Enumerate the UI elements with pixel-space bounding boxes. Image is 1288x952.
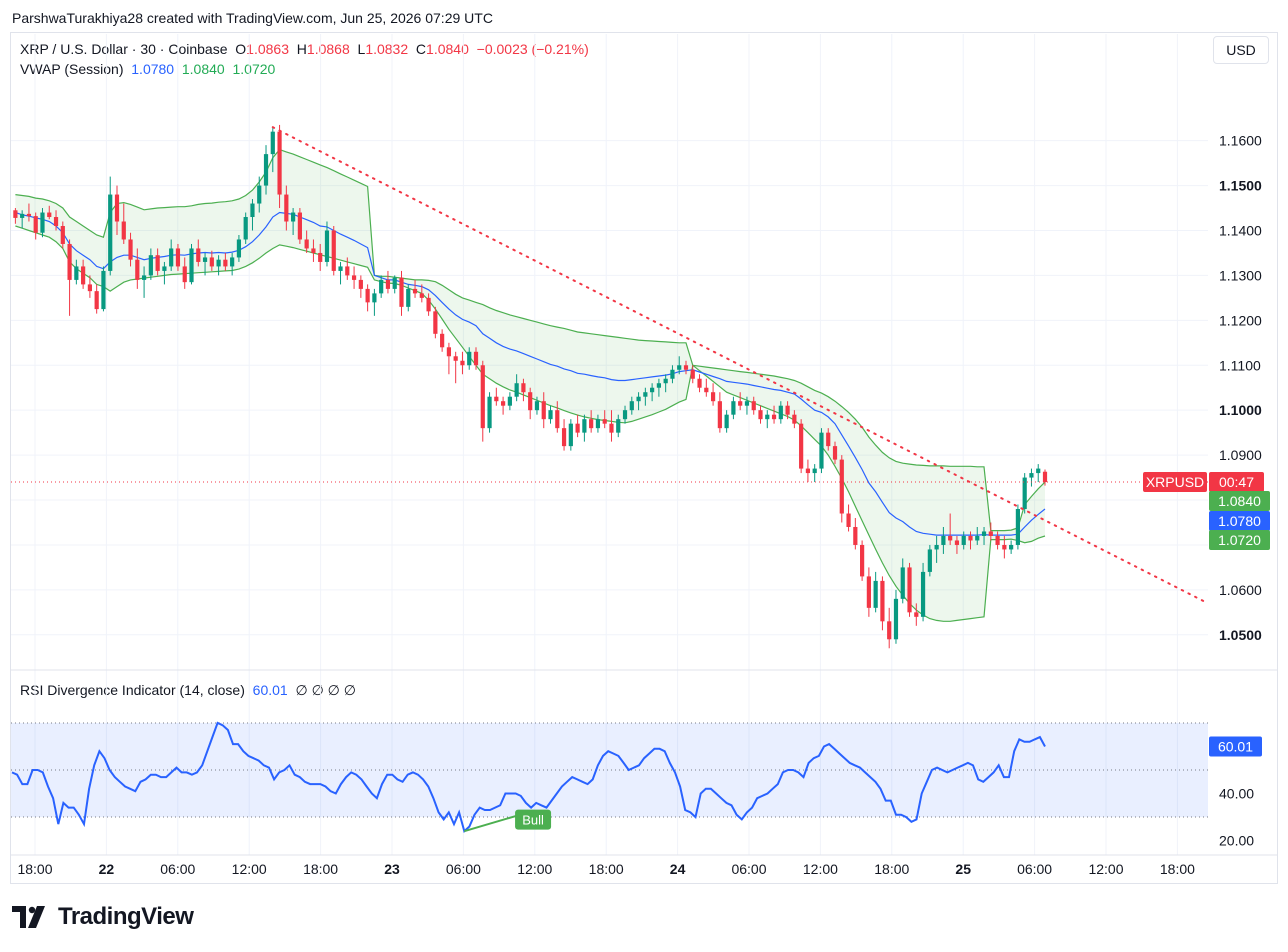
open-value: 1.0863 [246, 41, 289, 57]
close-label: C [415, 41, 427, 57]
vwap-value: 1.0780 [131, 61, 175, 77]
tradingview-logo[interactable]: TradingView [12, 903, 194, 931]
rsi-legend-value: 60.01 [252, 682, 288, 698]
tradingview-logo-icon [12, 906, 45, 928]
rsi-empty-values: ∅ ∅ ∅ ∅ [295, 682, 356, 698]
currency-button[interactable]: USD [1213, 36, 1269, 64]
symbol-legend[interactable]: XRP / U.S. Dollar · 30 · Coinbase O1.086… [20, 41, 589, 57]
symbol-name[interactable]: XRP / U.S. Dollar · 30 · Coinbase [20, 41, 228, 57]
vwap-upper-value: 1.0840 [181, 61, 225, 77]
logo-text: TradingView [58, 903, 194, 930]
high-value: 1.0868 [306, 41, 350, 57]
vwap-lower-value: 1.0720 [232, 61, 276, 77]
low-label: L [357, 41, 366, 57]
vwap-name[interactable]: VWAP (Session) [20, 61, 124, 77]
vwap-legend[interactable]: VWAP (Session) 1.0780 1.0840 1.0720 [20, 61, 275, 77]
open-label: O [235, 41, 247, 57]
price-change: −0.0023 (−0.21%) [476, 41, 589, 57]
low-value: 1.0832 [365, 41, 409, 57]
rsi-legend[interactable]: RSI Divergence Indicator (14, close) 60.… [20, 682, 356, 699]
rsi-name[interactable]: RSI Divergence Indicator (14, close) [20, 682, 245, 698]
high-label: H [296, 41, 307, 57]
close-value: 1.0840 [426, 41, 469, 57]
chart-credit: ParshwaTurakhiya28 created with TradingV… [12, 10, 493, 26]
chart-frame [10, 32, 1278, 884]
